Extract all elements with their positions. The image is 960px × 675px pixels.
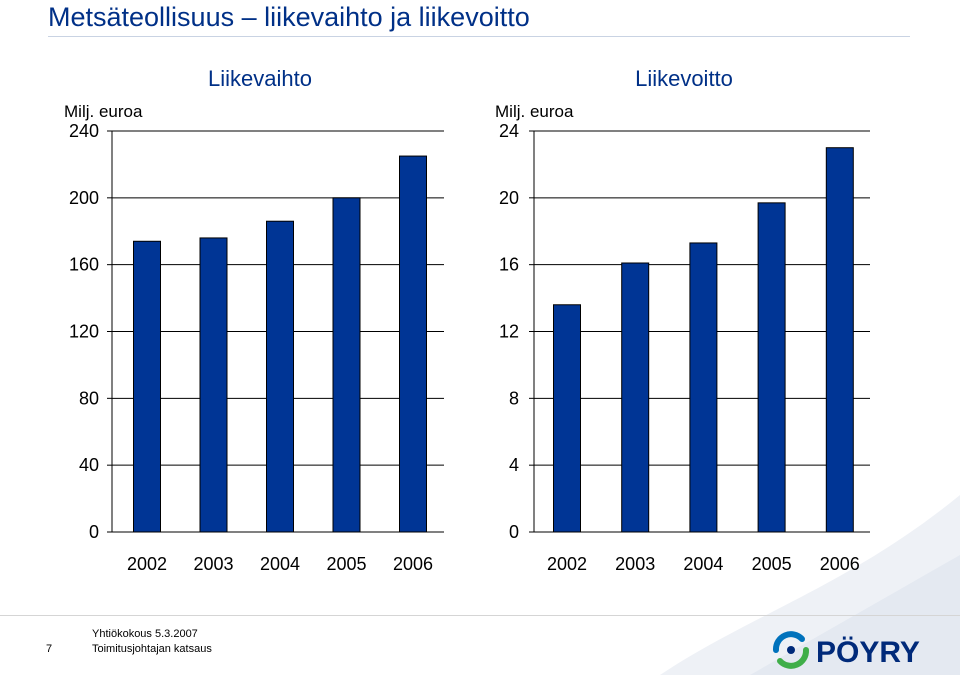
x-tick-label: 2005 [752, 554, 792, 574]
y-axis-unit-label: Milj. euroa [64, 102, 143, 121]
bar-2003 [199, 237, 228, 533]
y-tick-label: 24 [499, 121, 519, 141]
bar-2005 [332, 197, 361, 533]
bar-2006 [825, 147, 854, 533]
y-tick-label: 4 [509, 455, 519, 475]
bar-2005 [757, 202, 786, 533]
bar-2002 [553, 304, 581, 533]
bar-2004 [689, 242, 718, 533]
y-tick-label: 20 [499, 188, 519, 208]
page-number: 7 [46, 643, 53, 655]
y-tick-label: 200 [69, 188, 99, 208]
x-tick-label: 2003 [615, 554, 655, 574]
x-tick-label: 2004 [683, 554, 723, 574]
y-tick-label: 12 [499, 322, 519, 342]
x-tick-label: 2002 [547, 554, 587, 574]
x-tick-label: 2002 [127, 554, 167, 574]
bar-2006 [399, 155, 427, 533]
x-tick-label: 2004 [260, 554, 300, 574]
y-tick-label: 0 [509, 522, 519, 542]
y-tick-label: 120 [69, 322, 99, 342]
y-tick-label: 0 [89, 522, 99, 542]
logo-wordmark: PÖYRY [816, 636, 920, 669]
y-tick-label: 240 [69, 121, 99, 141]
footer-divider [0, 615, 960, 616]
x-tick-label: 2003 [193, 554, 233, 574]
chart-title: Liikevoitto [635, 66, 733, 91]
chart-1 [107, 130, 444, 533]
y-tick-label: 16 [499, 255, 519, 275]
bar-2004 [266, 220, 294, 533]
chart-title: Liikevaihto [208, 66, 312, 91]
x-tick-label: 2005 [326, 554, 366, 574]
title-divider [48, 36, 910, 37]
logo-mark-icon [773, 631, 809, 669]
slide-title: Metsäteollisuus – liikevaihto ja liikevo… [48, 2, 530, 32]
y-tick-label: 8 [509, 388, 519, 408]
poyry-logo: PÖYRY [773, 631, 920, 669]
y-tick-label: 40 [79, 455, 99, 475]
x-tick-label: 2006 [393, 554, 433, 574]
footer-meeting-date: Yhtiökokous 5.3.2007 [92, 628, 198, 640]
y-tick-label: 80 [79, 388, 99, 408]
x-tick-label: 2006 [820, 554, 860, 574]
chart-2 [529, 130, 870, 533]
footer-presentation-name: Toimitusjohtajan katsaus [92, 643, 212, 655]
bar-2003 [621, 262, 650, 533]
bar-2002 [133, 240, 161, 533]
y-axis-unit-label: Milj. euroa [495, 102, 574, 121]
y-tick-label: 160 [69, 255, 99, 275]
